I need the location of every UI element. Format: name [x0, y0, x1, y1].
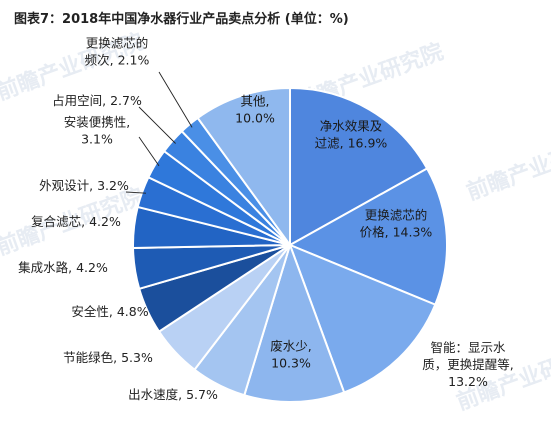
- slice-label: 净水效果及过滤, 16.9%: [315, 119, 388, 151]
- chart-title: 图表7：2018年中国净水器行业产品卖点分析 (单位：%): [14, 12, 349, 27]
- pie-slice: [196, 86, 291, 249]
- slice-label: 集成水路, 4.2%: [18, 260, 108, 275]
- leader-line: [125, 191, 147, 194]
- leader-line: [138, 136, 160, 167]
- slice-label: 废水少, 10.3%: [270, 339, 311, 371]
- pie-slices: [132, 86, 449, 403]
- leader-line: [158, 71, 193, 128]
- leader-line: [138, 106, 176, 144]
- leader-lines: [125, 71, 193, 194]
- pie-slice: [289, 86, 429, 247]
- slice-label: 智能：显示水质，更换提醒等, 13.2%: [422, 340, 513, 389]
- slice-label: 安装便携性, 3.1%: [64, 115, 130, 147]
- slice-label: 安全性, 4.8%: [71, 304, 148, 319]
- pie-slice: [287, 167, 449, 306]
- slice-label: 更换滤芯的频次, 2.1%: [85, 36, 150, 68]
- slice-label: 外观设计, 3.2%: [39, 178, 129, 193]
- slice-label: 出水速度, 5.7%: [128, 387, 218, 402]
- pie-slice: [243, 241, 346, 403]
- pie-slice: [288, 243, 437, 394]
- slice-label: 更换滤芯的价格, 14.3%: [360, 208, 433, 240]
- slice-label: 节能绿色, 5.3%: [63, 350, 153, 365]
- slice-labels: 净水效果及过滤, 16.9% 更换滤芯的价格, 14.3% 智能：显示水质，更换提醒…: [18, 36, 514, 403]
- slice-label: 占用空间, 2.7%: [52, 93, 142, 108]
- watermark-text: 前瞻产业研究院: [463, 129, 551, 206]
- slice-label: 其他, 10.0%: [235, 94, 275, 126]
- slice-label: 复合滤芯, 4.2%: [31, 214, 121, 229]
